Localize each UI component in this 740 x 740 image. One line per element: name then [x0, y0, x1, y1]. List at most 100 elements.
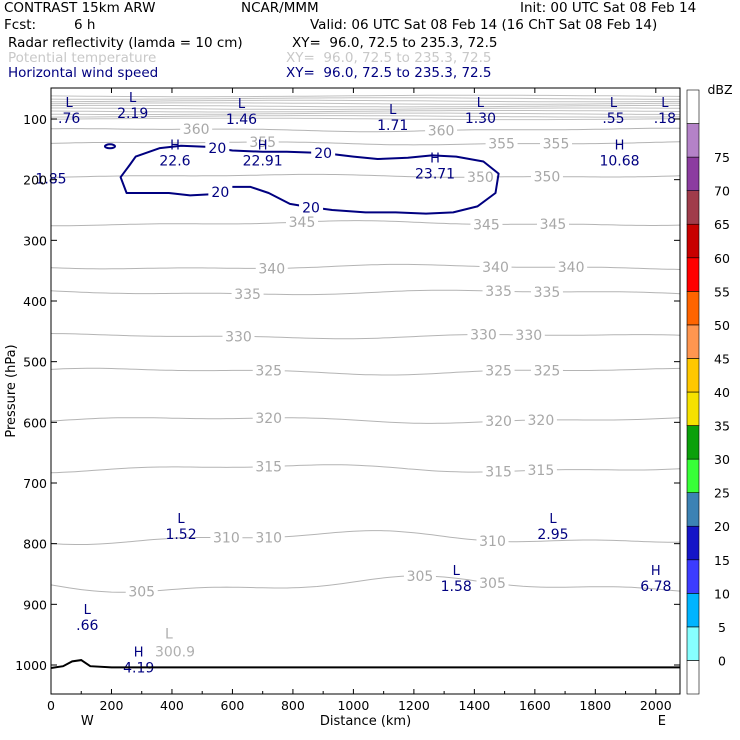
colorbar-level-label: 20	[714, 519, 730, 534]
theta-label-bg	[482, 413, 515, 429]
theta-label-bg	[482, 362, 515, 378]
theta-contour-label: 325	[255, 363, 282, 379]
field-reflectivity-xy: XY= 96.0, 72.5 to 235.3, 72.5	[292, 35, 498, 51]
colorbar-swatch	[686, 324, 700, 359]
colorbar-level-label: 25	[714, 486, 730, 501]
wind-extremum-value: 1.71	[377, 118, 408, 134]
wind-extremum-kind: H	[615, 138, 625, 153]
colorbar-swatch	[686, 626, 700, 661]
wind-label-bg	[205, 140, 230, 157]
theta-contour-label: 350	[534, 170, 561, 186]
wind-label-bg	[311, 144, 336, 161]
theta-label-bg	[246, 133, 279, 149]
header-valid: Valid: 06 UTC Sat 08 Feb 14 (16 ChT Sat …	[310, 17, 658, 33]
wind-contour-label: 20	[208, 141, 226, 157]
theta-contour-label: 325	[485, 363, 512, 379]
theta-label-bg	[536, 216, 569, 232]
wind-speed-layer: 20 202020L.76L2.19L1.46L1.71L1.30L.55L.18…	[35, 91, 680, 677]
wind-extremum-kind: L	[389, 103, 397, 118]
field-wind-xy: XY= 96.0, 72.5 to 235.3, 72.5	[286, 65, 492, 81]
theta-contour-label: 310	[213, 531, 240, 547]
colorbar-level-label: 60	[714, 251, 730, 266]
theta-contour	[50, 333, 681, 340]
theta-label-bg	[555, 259, 588, 275]
theta-label-bg	[485, 135, 518, 151]
theta-label-bg	[476, 533, 509, 549]
colorbar-level-label: 35	[714, 419, 730, 434]
theta-label-bg	[467, 326, 500, 342]
y-tick-label: 200	[23, 173, 47, 188]
theta-label-bg	[470, 216, 503, 232]
theta-contour-label: 340	[558, 260, 585, 276]
wind-extremum-kind: L	[84, 603, 92, 618]
theta-contour-label: 325	[534, 363, 561, 379]
theta-contour	[50, 141, 681, 146]
theta-label-bg	[252, 458, 285, 474]
theta-label-bg	[482, 463, 515, 479]
theta-contour-label: 355	[543, 137, 570, 153]
wind-extremum-kind: H	[134, 646, 144, 661]
colorbar-swatch	[686, 391, 700, 426]
theta-contour-upper	[50, 97, 680, 100]
wind-contour-small	[103, 143, 116, 150]
wind-extremum-value: .18	[654, 111, 676, 127]
theta-contour-label: 355	[249, 135, 276, 151]
theta-label-bg	[479, 258, 512, 274]
theta-label-bg	[231, 285, 264, 301]
wind-extremum-value: .76	[58, 111, 80, 127]
wind-extremum-value: 22.91	[243, 153, 283, 169]
theta-label-bg	[255, 260, 288, 276]
wind-label-bg	[299, 199, 324, 216]
theta-contour	[50, 367, 681, 376]
x-tick-label: 1600	[519, 698, 551, 713]
theta-contour-upper	[51, 107, 681, 110]
y-tick-label: 600	[23, 415, 47, 430]
x-tick-label: 600	[221, 698, 245, 713]
theta-contour-label: 360	[428, 123, 455, 139]
y-tick-label: 900	[23, 597, 47, 612]
colorbar-swatch	[686, 425, 700, 460]
colorbar-swatch	[686, 593, 700, 628]
header-fcst-label: Fcst:	[4, 17, 37, 33]
theta-label-bg	[180, 121, 213, 137]
theta-contour-label: 345	[540, 217, 567, 233]
theta-contour-label: 305	[407, 569, 434, 585]
wind-extremum-value: 4.19	[123, 661, 154, 677]
x-tick-label: 2000	[640, 698, 672, 713]
colorbar-level-label: 15	[714, 553, 730, 568]
west-label: W	[81, 714, 94, 729]
theta-contour-label: 320	[255, 411, 282, 427]
colorbar-swatch	[686, 358, 700, 393]
colorbar-level-label: 0	[718, 653, 726, 668]
theta-extra-label: L	[165, 626, 173, 642]
theta-label-bg	[512, 326, 545, 342]
wind-contour-label: 20	[211, 185, 229, 201]
theta-label-bg	[530, 362, 563, 378]
colorbar-swatch	[686, 257, 700, 292]
y-tick-label: 800	[23, 537, 47, 552]
theta-label-bg	[464, 169, 497, 185]
theta-label-bg	[285, 213, 318, 229]
field-theta-label: Potential temperature	[8, 50, 157, 66]
theta-contour-upper	[50, 117, 681, 121]
colorbar-level-label: 5	[718, 620, 726, 635]
colorbar-swatch	[686, 190, 700, 225]
theta-contour-label: 315	[485, 465, 512, 481]
header-org: NCAR/MMM	[241, 0, 319, 16]
y-tick-label: 400	[23, 294, 47, 309]
wind-extremum-kind: H	[651, 564, 661, 579]
theta-contour-label: 340	[482, 260, 509, 276]
theta-label-bg	[125, 583, 158, 599]
wind-extremum-value: 1.46	[226, 112, 257, 128]
y-tick-label: 300	[23, 233, 47, 248]
colorbar-swatch	[686, 291, 700, 326]
theta-contour-upper	[50, 104, 680, 108]
wind-extremum-kind: L	[453, 564, 461, 579]
wind-contour-20	[119, 144, 500, 215]
x-tick-label: 800	[281, 698, 305, 713]
wind-extremum-value: 1.30	[465, 111, 496, 127]
wind-extremum-kind: L	[661, 96, 669, 111]
wind-contour-label: 20	[302, 201, 320, 217]
x-tick-label: 200	[100, 698, 124, 713]
